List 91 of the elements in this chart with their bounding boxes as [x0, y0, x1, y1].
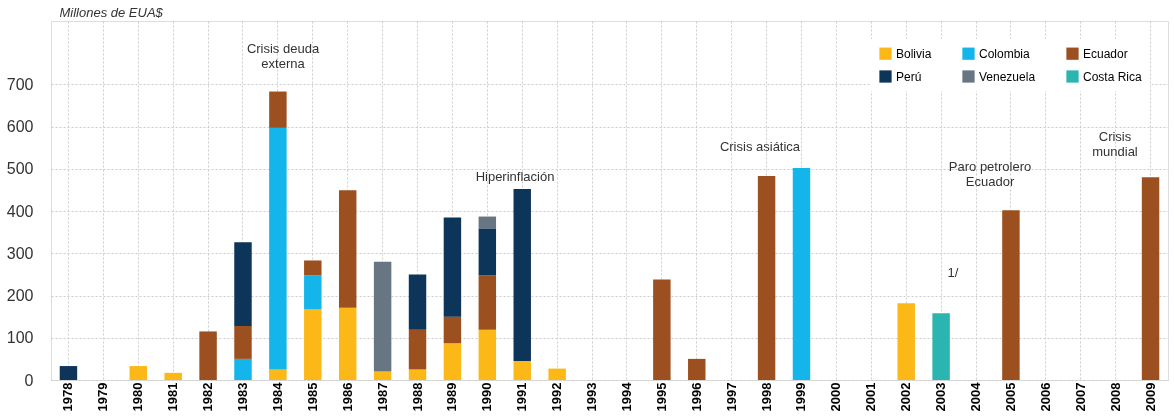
x-tick-label: 1994 — [618, 381, 634, 412]
annotation: Crisis mundial — [1092, 129, 1138, 159]
x-tick-label: 1995 — [653, 382, 669, 412]
bar — [653, 279, 671, 380]
x-tick-label: 1986 — [339, 382, 355, 412]
y-tick-label: 600 — [6, 118, 34, 136]
bar — [338, 307, 357, 380]
y-tick-label: 100 — [6, 329, 34, 347]
x-tick-label: 2009 — [1142, 382, 1158, 412]
annotation: Paro petrolero Ecuador — [948, 159, 1032, 189]
bar — [164, 372, 182, 380]
x-tick-label: 1989 — [444, 382, 460, 412]
x-tick-label: 1988 — [409, 382, 425, 412]
x-tick-label: 2007 — [1072, 382, 1088, 412]
x-tick-label: 1999 — [793, 382, 809, 412]
annotation: Crisis asiática — [719, 139, 801, 154]
bar — [304, 275, 322, 310]
bar — [234, 242, 252, 326]
annotation: 1/ — [947, 265, 959, 280]
bar — [897, 303, 915, 380]
y-tick-label: 300 — [6, 244, 34, 262]
bar — [1002, 210, 1020, 380]
x-tick-label: 1983 — [234, 382, 250, 412]
bar — [478, 275, 497, 330]
y-tick-label: 500 — [6, 160, 34, 178]
bar — [269, 91, 287, 128]
x-tick-label: 1984 — [269, 381, 285, 412]
bar — [408, 329, 427, 370]
bar — [1141, 177, 1160, 380]
x-tick-label: 1987 — [374, 382, 390, 412]
bar — [548, 368, 566, 380]
x-tick-label: 1993 — [584, 382, 600, 412]
annotation: Crisis deuda externa — [246, 41, 320, 71]
x-tick-label: 1992 — [549, 382, 565, 412]
bar — [792, 167, 811, 380]
y-tick-label: 0 — [24, 371, 34, 389]
bar — [269, 369, 287, 380]
x-tick-label: 2008 — [1107, 382, 1123, 412]
bar — [408, 274, 427, 330]
bar — [478, 216, 497, 229]
legend-label: Venezuela — [979, 69, 1036, 84]
x-tick-label: 2002 — [898, 382, 914, 412]
x-tick-label: 2005 — [1002, 382, 1018, 412]
bar — [478, 228, 497, 276]
x-tick-label: 1998 — [758, 382, 774, 412]
legend-label: Ecuador — [1083, 46, 1128, 61]
x-tick-label: 1997 — [723, 382, 739, 412]
bar — [513, 360, 531, 380]
x-tick-label: 1981 — [165, 382, 181, 412]
bar — [932, 313, 950, 380]
bar — [304, 309, 322, 380]
bar — [513, 189, 531, 361]
bar — [59, 366, 78, 380]
y-tick-label: 200 — [6, 287, 34, 305]
bar — [373, 261, 392, 372]
legend-label: Costa Rica — [1083, 69, 1143, 84]
x-tick-label: 1996 — [688, 382, 704, 412]
bar — [129, 366, 147, 380]
bar — [269, 127, 287, 370]
x-tick-label: 1980 — [130, 382, 146, 412]
x-tick-label: 1985 — [304, 382, 320, 412]
bar — [688, 358, 706, 380]
bar — [443, 217, 462, 317]
annotation: Hiperinflación — [475, 169, 555, 184]
bar — [478, 329, 497, 380]
x-tick-label: 2001 — [863, 382, 879, 412]
x-tick-label: 1979 — [95, 382, 111, 412]
legend-label: Bolivia — [896, 46, 932, 61]
bar — [408, 369, 427, 380]
x-tick-label: 1982 — [200, 382, 216, 412]
y-tick-label: 700 — [6, 75, 34, 93]
bar — [443, 316, 462, 344]
x-tick-label: 2003 — [933, 382, 949, 412]
legend-label: Colombia — [979, 46, 1031, 61]
legend-label: Perú — [896, 69, 922, 84]
x-tick-label: 1990 — [479, 382, 495, 412]
bar — [199, 331, 217, 380]
x-tick-label: 2004 — [968, 381, 984, 412]
y-tick-label: 400 — [6, 202, 34, 220]
x-tick-label: 2006 — [1037, 382, 1053, 412]
y-axis-title: Millones de EUA$ — [59, 4, 164, 20]
x-tick-label: 1978 — [60, 382, 76, 412]
x-tick-label: 1991 — [514, 382, 530, 412]
x-tick-label: 2000 — [828, 382, 844, 412]
bar — [443, 343, 462, 380]
bar — [234, 358, 252, 380]
bar — [338, 190, 357, 308]
bar — [373, 371, 392, 380]
bar — [234, 325, 252, 359]
bar — [304, 260, 322, 276]
bar — [757, 176, 776, 380]
